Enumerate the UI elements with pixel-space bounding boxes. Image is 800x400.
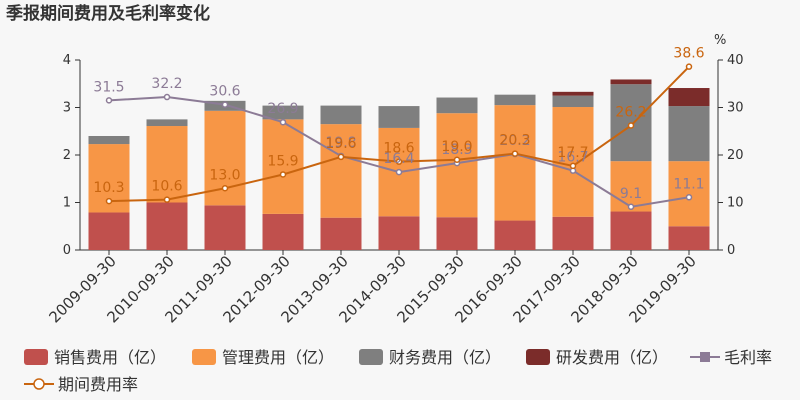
series-point-1 <box>337 153 345 161</box>
data-label-series-1: 38.6 <box>673 46 704 62</box>
left-tick-label: 4 <box>63 53 71 68</box>
data-label-series-0: 20.2 <box>499 133 530 149</box>
data-label-series-1: 10.6 <box>151 179 182 195</box>
data-label-series-0: 26.9 <box>267 101 298 117</box>
bar-segment-series-1 <box>494 105 536 221</box>
legend-label-bar-3: 研发费用（亿） <box>556 348 668 367</box>
data-label-series-0: 30.6 <box>209 84 240 100</box>
bar-segment-series-1 <box>146 126 188 203</box>
bar-segment-series-2 <box>320 105 362 125</box>
bar-segment-series-0 <box>668 226 710 250</box>
data-label-series-1: 13.0 <box>209 167 240 183</box>
bar-segment-series-0 <box>436 217 478 250</box>
bar-segment-series-2 <box>552 95 594 108</box>
series-point-1 <box>163 196 171 203</box>
series-point-1 <box>569 162 577 170</box>
bar-segment-series-1 <box>320 124 362 218</box>
bar-segment-series-1 <box>552 107 594 217</box>
left-tick-label: 1 <box>63 196 71 211</box>
bar-segment-series-0 <box>552 216 594 250</box>
data-label-series-0: 31.5 <box>93 79 124 95</box>
series-point-1 <box>627 122 635 129</box>
series-point-1 <box>453 156 461 163</box>
legend-label-line-0: 毛利率 <box>724 348 772 367</box>
series-point-0 <box>279 118 287 126</box>
data-label-series-0: 18.3 <box>441 142 472 158</box>
left-tick-label: 0 <box>63 243 71 258</box>
bar-segment-series-2 <box>436 97 478 114</box>
right-tick-label: 30 <box>727 101 744 116</box>
data-label-series-1: 10.3 <box>93 180 124 196</box>
bar-segment-series-2 <box>668 106 710 162</box>
bar-segment-series-3 <box>552 91 594 96</box>
legend-swatch-bar-2 <box>359 349 383 365</box>
series-point-1 <box>685 63 693 70</box>
bar-segment-series-0 <box>146 202 188 250</box>
data-label-series-0: 11.1 <box>673 176 704 192</box>
series-point-1 <box>511 150 519 157</box>
legend-label-line-1: 期间费用率 <box>58 375 138 394</box>
legend-marker-0 <box>700 352 710 362</box>
legend-swatch-bar-3 <box>526 349 550 365</box>
data-label-series-0: 32.2 <box>151 76 182 92</box>
series-point-1 <box>395 158 403 165</box>
bar-segment-series-0 <box>494 220 536 250</box>
right-tick-label: 40 <box>727 53 744 68</box>
legend-marker-1 <box>33 378 45 390</box>
series-point-0 <box>395 168 403 176</box>
data-label-series-0: 9.1 <box>620 186 642 202</box>
data-label-series-0: 16.7 <box>557 150 588 166</box>
series-point-0 <box>105 97 113 104</box>
lines <box>105 63 693 211</box>
data-label-series-0: 19.8 <box>325 135 356 151</box>
bar-segment-series-0 <box>204 205 246 250</box>
series-point-0 <box>221 101 229 108</box>
bar-segment-series-0 <box>610 211 652 250</box>
series-point-1 <box>105 197 113 205</box>
data-label-series-0: 16.4 <box>383 151 414 167</box>
bar-segment-series-2 <box>262 105 304 120</box>
legend-label-bar-2: 财务费用（亿） <box>389 348 501 367</box>
data-label-series-1: 26.2 <box>615 105 646 121</box>
bar-segment-series-0 <box>320 217 362 250</box>
chart-title: 季报期间费用及毛利率变化 <box>6 3 210 24</box>
data-label-series-1: 19.6 <box>325 136 356 152</box>
left-tick-label: 3 <box>63 101 71 116</box>
series-point-0 <box>685 194 693 201</box>
data-label-series-1: 15.9 <box>267 153 298 169</box>
data-label-series-1: 17.7 <box>557 145 588 161</box>
right-tick-label: 0 <box>727 243 735 258</box>
bar-segment-series-3 <box>668 88 710 107</box>
right-axis-unit: % <box>714 33 726 48</box>
bar-segment-series-0 <box>262 213 304 250</box>
data-label-series-1: 19.0 <box>441 139 472 155</box>
data-label-series-1: 18.6 <box>383 141 414 157</box>
series-point-1 <box>221 185 229 192</box>
series-point-0 <box>163 93 171 101</box>
data-labels: 31.5 32.2 30.6 26.9 19.8 16.4 18.3 20.2 16.7 9.1 1… <box>93 46 704 202</box>
bar-segment-series-2 <box>146 119 188 127</box>
series-point-1 <box>279 171 287 178</box>
legend-swatch-bar-0 <box>24 349 48 365</box>
bar-segment-series-0 <box>378 216 420 250</box>
data-label-series-1: 20.3 <box>499 133 530 149</box>
right-tick-label: 20 <box>727 148 744 163</box>
legend-swatch-bar-1 <box>192 349 216 365</box>
left-tick-label: 2 <box>63 148 71 163</box>
series-point-0 <box>627 203 635 211</box>
bar-segment-series-3 <box>610 79 652 85</box>
legend-label-bar-1: 管理费用（亿） <box>222 348 334 367</box>
legend-label-bar-0: 销售费用（亿） <box>54 348 166 367</box>
right-tick-label: 10 <box>727 196 744 211</box>
bar-segment-series-2 <box>378 106 420 128</box>
bar-segment-series-2 <box>88 136 130 145</box>
bar-segment-series-2 <box>494 94 536 106</box>
bar-segment-series-1 <box>262 119 304 214</box>
bar-segment-series-1 <box>610 161 652 212</box>
bar-segment-series-1 <box>668 161 710 227</box>
bars <box>88 79 710 250</box>
bar-segment-series-0 <box>88 212 130 250</box>
